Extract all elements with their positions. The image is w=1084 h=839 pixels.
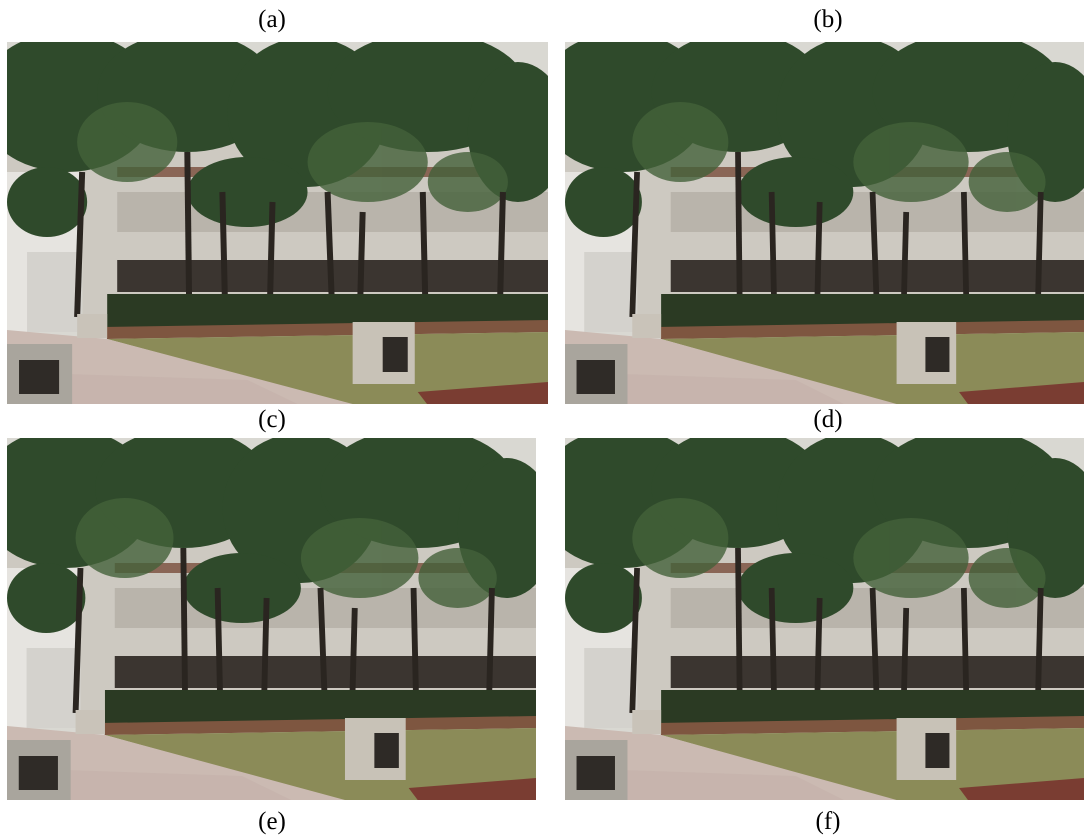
photo <box>536 428 1084 814</box>
panel-label: (d) <box>813 406 842 433</box>
panel-label: (e) <box>258 808 286 835</box>
panel-label: (c) <box>258 406 286 433</box>
panel-label: (f) <box>816 808 841 835</box>
photo <box>0 428 556 814</box>
figure: (a) (b) (c) (d) (e) (f) <box>0 0 1084 839</box>
photo <box>536 32 1084 418</box>
panel-label: (b) <box>813 6 842 33</box>
photo <box>0 32 568 418</box>
panel-label: (a) <box>258 6 286 33</box>
